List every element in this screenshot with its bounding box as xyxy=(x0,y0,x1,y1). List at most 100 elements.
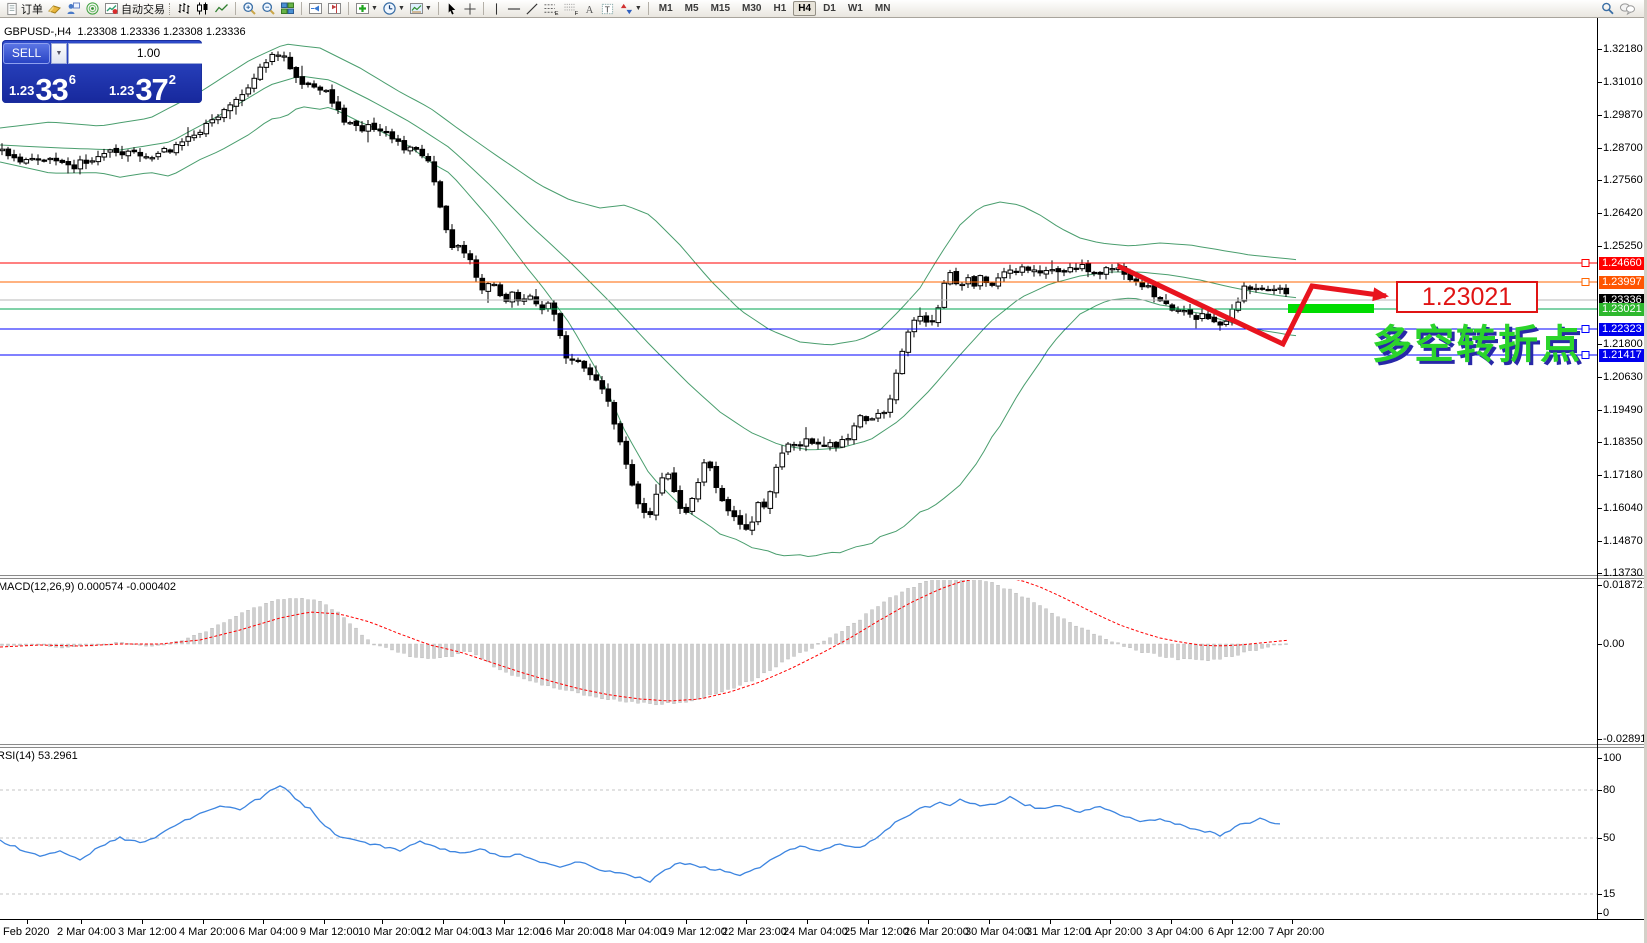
price-tick-label: 1.17180 xyxy=(1603,469,1643,481)
toolbar-right-group xyxy=(1598,1,1644,17)
periods-button[interactable]: ▼ xyxy=(380,1,407,17)
vertical-line-button[interactable] xyxy=(488,1,505,17)
fibonacci-button[interactable]: E xyxy=(541,1,561,17)
level-line-handle[interactable] xyxy=(1581,351,1590,359)
trendline-button[interactable] xyxy=(523,1,541,17)
rsi-pane-separator[interactable] xyxy=(0,744,1647,748)
buy-price-big: 37 xyxy=(135,72,168,103)
sell-price[interactable]: 1.23 33 6 xyxy=(2,65,102,103)
svg-text:E: E xyxy=(555,11,559,16)
price-level-label: 1.23021 xyxy=(1599,303,1646,316)
timeframe-button-h1[interactable]: H1 xyxy=(773,3,787,14)
tile-windows-button[interactable] xyxy=(278,1,297,17)
text-label-button[interactable]: T xyxy=(598,1,617,17)
search-icon xyxy=(1602,2,1614,15)
price-tick-mark xyxy=(1597,246,1602,247)
turning-point-annotation[interactable]: 多空转折点 xyxy=(1372,323,1582,367)
line-chart-button[interactable] xyxy=(212,1,231,17)
svg-text:A: A xyxy=(586,4,594,15)
price-tick-mark xyxy=(1597,573,1602,574)
signals-button[interactable] xyxy=(83,1,102,17)
market-watch-button[interactable] xyxy=(45,1,64,17)
time-tick-mark xyxy=(443,920,444,924)
chart-shift-button[interactable] xyxy=(325,1,344,17)
svg-text:F: F xyxy=(575,11,579,16)
navigator-button[interactable] xyxy=(64,1,83,17)
gold-bar-icon xyxy=(48,5,61,14)
tile-windows-icon xyxy=(281,2,294,14)
candle-chart-button[interactable] xyxy=(193,1,212,17)
level-line-handle[interactable] xyxy=(1581,325,1590,333)
shapes-button[interactable]: ▼ xyxy=(617,1,644,17)
template-icon xyxy=(409,3,423,14)
timeframe-button-h4[interactable]: H4 xyxy=(793,1,817,16)
price-tick-mark xyxy=(1597,82,1602,83)
volume-input[interactable] xyxy=(68,42,202,64)
macd-scale-label: -0.028913 xyxy=(1603,733,1647,745)
price-level-label: 1.22323 xyxy=(1599,323,1646,336)
person-icon xyxy=(67,2,80,14)
indicators-button[interactable]: ▼ xyxy=(353,1,380,17)
zoom-in-button[interactable] xyxy=(240,1,259,17)
toolbar-separator xyxy=(437,2,439,15)
macd-tick-mark xyxy=(1597,739,1602,740)
timeframe-button-m1[interactable]: M1 xyxy=(658,3,673,14)
text-button[interactable]: A xyxy=(581,1,598,17)
volume-decrease-button[interactable]: ▼ xyxy=(51,42,67,64)
auto-scroll-button[interactable] xyxy=(306,1,325,17)
new-order-button[interactable]: 订单 xyxy=(3,1,45,17)
price-tick-mark xyxy=(1597,475,1602,476)
time-tick-mark xyxy=(807,920,808,924)
price-tick-mark xyxy=(1597,541,1602,542)
search-button[interactable] xyxy=(1598,1,1617,17)
vertical-line-icon xyxy=(495,2,497,15)
macd-pane-separator[interactable] xyxy=(0,575,1647,579)
price-annotation-box[interactable]: 1.23021 xyxy=(1396,281,1538,313)
red-trend-arrow[interactable] xyxy=(1116,263,1389,348)
rsi-tick-mark xyxy=(1597,913,1602,914)
level-line-handle[interactable] xyxy=(1581,259,1590,267)
timeframe-button-d1[interactable]: D1 xyxy=(823,3,836,14)
buy-price[interactable]: 1.23 37 2 xyxy=(102,65,202,103)
timeframe-button-m5[interactable]: M5 xyxy=(684,3,699,14)
crosshair-button[interactable] xyxy=(461,1,479,17)
timeframe-button-w1[interactable]: W1 xyxy=(847,3,863,14)
time-axis-label: 26 Mar 20:00 xyxy=(904,926,969,938)
timeframe-button-m30[interactable]: M30 xyxy=(742,3,762,14)
level-line-handle[interactable] xyxy=(1581,278,1590,286)
green-highlight-bar[interactable] xyxy=(1288,304,1374,313)
bar-chart-icon xyxy=(178,3,190,14)
arrows-icon xyxy=(620,3,632,14)
zoom-out-button[interactable] xyxy=(259,1,278,17)
time-axis-label: 4 Mar 20:00 xyxy=(179,926,238,938)
channel-button[interactable]: F xyxy=(561,1,581,17)
macd-tick-mark xyxy=(1597,644,1602,645)
autotrading-button[interactable]: 自动交易 xyxy=(102,1,167,17)
rsi-scale-label: 0 xyxy=(1603,907,1610,919)
templates-button[interactable]: ▼ xyxy=(407,1,434,17)
chart-shift-icon xyxy=(328,3,341,14)
price-tick-label: 1.14870 xyxy=(1603,535,1643,547)
timeframe-button-m15[interactable]: M15 xyxy=(710,3,731,14)
time-tick-mark xyxy=(1232,920,1233,924)
horizontal-line-button[interactable] xyxy=(505,1,523,17)
price-tick-label: 1.20630 xyxy=(1603,371,1643,383)
price-tick-label: 1.31010 xyxy=(1603,76,1643,88)
time-axis-label: 25 Mar 12:00 xyxy=(844,926,909,938)
timeframe-button-mn[interactable]: MN xyxy=(874,3,891,14)
rsi-tick-mark xyxy=(1597,758,1602,759)
bar-chart-button[interactable] xyxy=(174,1,193,17)
dropdown-caret-icon: ▼ xyxy=(634,4,642,12)
time-tick-mark xyxy=(263,920,264,924)
toolbar-separator xyxy=(348,2,349,15)
time-tick-mark xyxy=(928,920,929,924)
sell-button[interactable]: SELL xyxy=(3,42,50,64)
text-icon: A xyxy=(586,4,594,15)
autotrading-icon xyxy=(105,3,118,14)
chat-button[interactable] xyxy=(1617,1,1638,17)
time-axis-label: 6 Mar 04:00 xyxy=(239,926,298,938)
time-tick-mark xyxy=(625,920,626,924)
cursor-button[interactable] xyxy=(443,1,461,17)
time-axis-label: 2 Mar 04:00 xyxy=(57,926,116,938)
